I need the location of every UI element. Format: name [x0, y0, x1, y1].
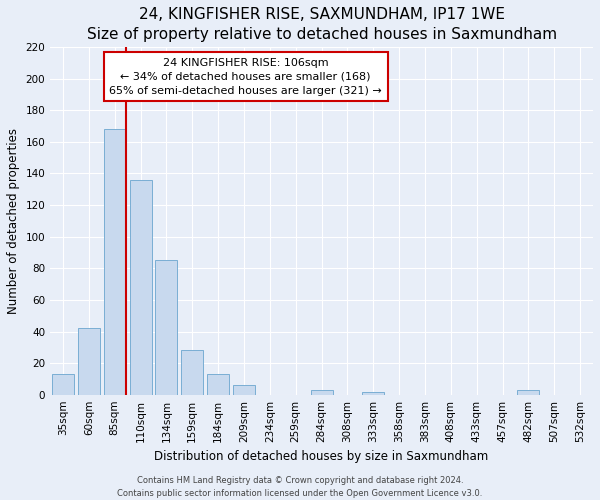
- Bar: [130, 180, 152, 394]
- Bar: [362, 392, 384, 394]
- Title: 24, KINGFISHER RISE, SAXMUNDHAM, IP17 1WE
Size of property relative to detached : 24, KINGFISHER RISE, SAXMUNDHAM, IP17 1W…: [86, 7, 557, 42]
- Bar: [517, 390, 539, 394]
- Bar: [233, 386, 255, 394]
- Y-axis label: Number of detached properties: Number of detached properties: [7, 128, 20, 314]
- Bar: [181, 350, 203, 395]
- Bar: [104, 130, 126, 394]
- Bar: [52, 374, 74, 394]
- X-axis label: Distribution of detached houses by size in Saxmundham: Distribution of detached houses by size …: [154, 450, 489, 463]
- Bar: [311, 390, 332, 394]
- Text: Contains HM Land Registry data © Crown copyright and database right 2024.
Contai: Contains HM Land Registry data © Crown c…: [118, 476, 482, 498]
- Text: 24 KINGFISHER RISE: 106sqm
← 34% of detached houses are smaller (168)
65% of sem: 24 KINGFISHER RISE: 106sqm ← 34% of deta…: [109, 58, 382, 96]
- Bar: [155, 260, 178, 394]
- Bar: [78, 328, 100, 394]
- Bar: [207, 374, 229, 394]
